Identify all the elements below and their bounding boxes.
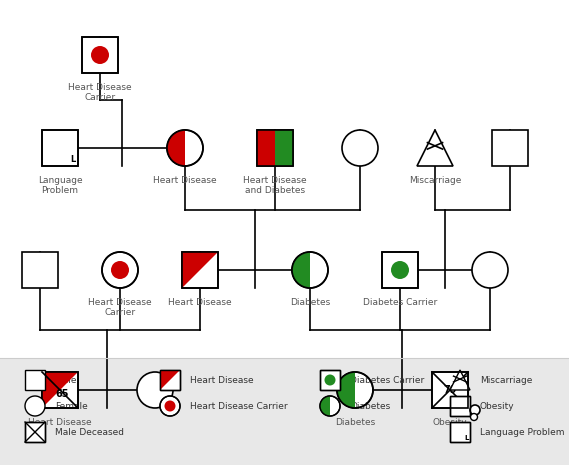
- Bar: [0, 358, 569, 465]
- Text: 65: 65: [55, 389, 69, 399]
- Circle shape: [25, 396, 45, 416]
- Bar: [182, 252, 218, 288]
- Bar: [492, 130, 528, 166]
- Bar: [42, 372, 78, 408]
- Text: Miscarriage: Miscarriage: [409, 176, 461, 185]
- Circle shape: [342, 130, 378, 166]
- Bar: [160, 370, 180, 390]
- Bar: [275, 130, 293, 166]
- Text: Diabetes Carrier: Diabetes Carrier: [350, 376, 424, 385]
- Text: Male Deceased: Male Deceased: [55, 427, 124, 437]
- Circle shape: [324, 374, 336, 385]
- Text: Heart Disease Carrier: Heart Disease Carrier: [190, 401, 287, 411]
- Bar: [450, 422, 470, 442]
- Bar: [257, 130, 293, 166]
- Text: L: L: [71, 155, 76, 164]
- Polygon shape: [417, 130, 453, 166]
- Circle shape: [292, 252, 328, 288]
- Text: Heart Disease: Heart Disease: [168, 298, 232, 307]
- Circle shape: [91, 46, 109, 64]
- Polygon shape: [160, 370, 180, 390]
- Text: Heart Disease
and Diabetes: Heart Disease and Diabetes: [243, 176, 307, 195]
- Text: Diabetes Carrier: Diabetes Carrier: [363, 298, 437, 307]
- Polygon shape: [42, 372, 78, 408]
- Circle shape: [391, 261, 409, 279]
- Circle shape: [160, 396, 180, 416]
- Text: Male: Male: [55, 376, 76, 385]
- Bar: [25, 422, 45, 442]
- Bar: [160, 370, 180, 390]
- Text: L: L: [465, 435, 469, 441]
- Bar: [182, 252, 218, 288]
- Bar: [450, 396, 470, 416]
- Text: Obesity: Obesity: [480, 401, 514, 411]
- Text: Heart Disease: Heart Disease: [28, 418, 92, 427]
- Text: Heart Disease: Heart Disease: [190, 376, 254, 385]
- Circle shape: [472, 252, 508, 288]
- Circle shape: [164, 400, 175, 412]
- Circle shape: [167, 130, 203, 166]
- Text: Language
Problem: Language Problem: [38, 176, 83, 195]
- Circle shape: [111, 261, 129, 279]
- Circle shape: [320, 396, 340, 416]
- Text: Diabetes: Diabetes: [335, 418, 375, 427]
- Bar: [25, 422, 45, 442]
- Text: Female: Female: [55, 401, 88, 411]
- Polygon shape: [182, 252, 218, 288]
- Bar: [432, 372, 468, 408]
- Text: Heart Disease: Heart Disease: [153, 176, 217, 185]
- Text: Obesity: Obesity: [432, 418, 467, 427]
- Bar: [25, 370, 45, 390]
- Circle shape: [470, 405, 480, 415]
- Polygon shape: [450, 370, 470, 390]
- Wedge shape: [292, 252, 310, 288]
- Bar: [42, 372, 78, 408]
- Bar: [82, 37, 118, 73]
- Bar: [432, 372, 468, 408]
- Bar: [320, 370, 340, 390]
- Wedge shape: [320, 396, 330, 416]
- Bar: [257, 130, 275, 166]
- Bar: [257, 130, 293, 166]
- Circle shape: [337, 372, 373, 408]
- Circle shape: [137, 372, 173, 408]
- Text: 79: 79: [443, 385, 457, 395]
- Bar: [82, 37, 118, 73]
- Text: Diabetes: Diabetes: [290, 298, 330, 307]
- Bar: [450, 396, 470, 416]
- Text: Miscarriage: Miscarriage: [480, 376, 533, 385]
- Bar: [42, 130, 78, 166]
- Bar: [320, 370, 340, 390]
- Text: Heart Disease
Carrier: Heart Disease Carrier: [88, 298, 152, 318]
- Bar: [450, 422, 470, 442]
- Text: Heart Disease
Carrier: Heart Disease Carrier: [68, 83, 132, 102]
- Circle shape: [471, 413, 477, 420]
- Wedge shape: [167, 130, 185, 166]
- Bar: [382, 252, 418, 288]
- Bar: [22, 252, 58, 288]
- Wedge shape: [337, 372, 355, 408]
- Bar: [382, 252, 418, 288]
- Text: Diabetes: Diabetes: [350, 401, 390, 411]
- Bar: [42, 130, 78, 166]
- Circle shape: [102, 252, 138, 288]
- Text: Language Problem: Language Problem: [480, 427, 564, 437]
